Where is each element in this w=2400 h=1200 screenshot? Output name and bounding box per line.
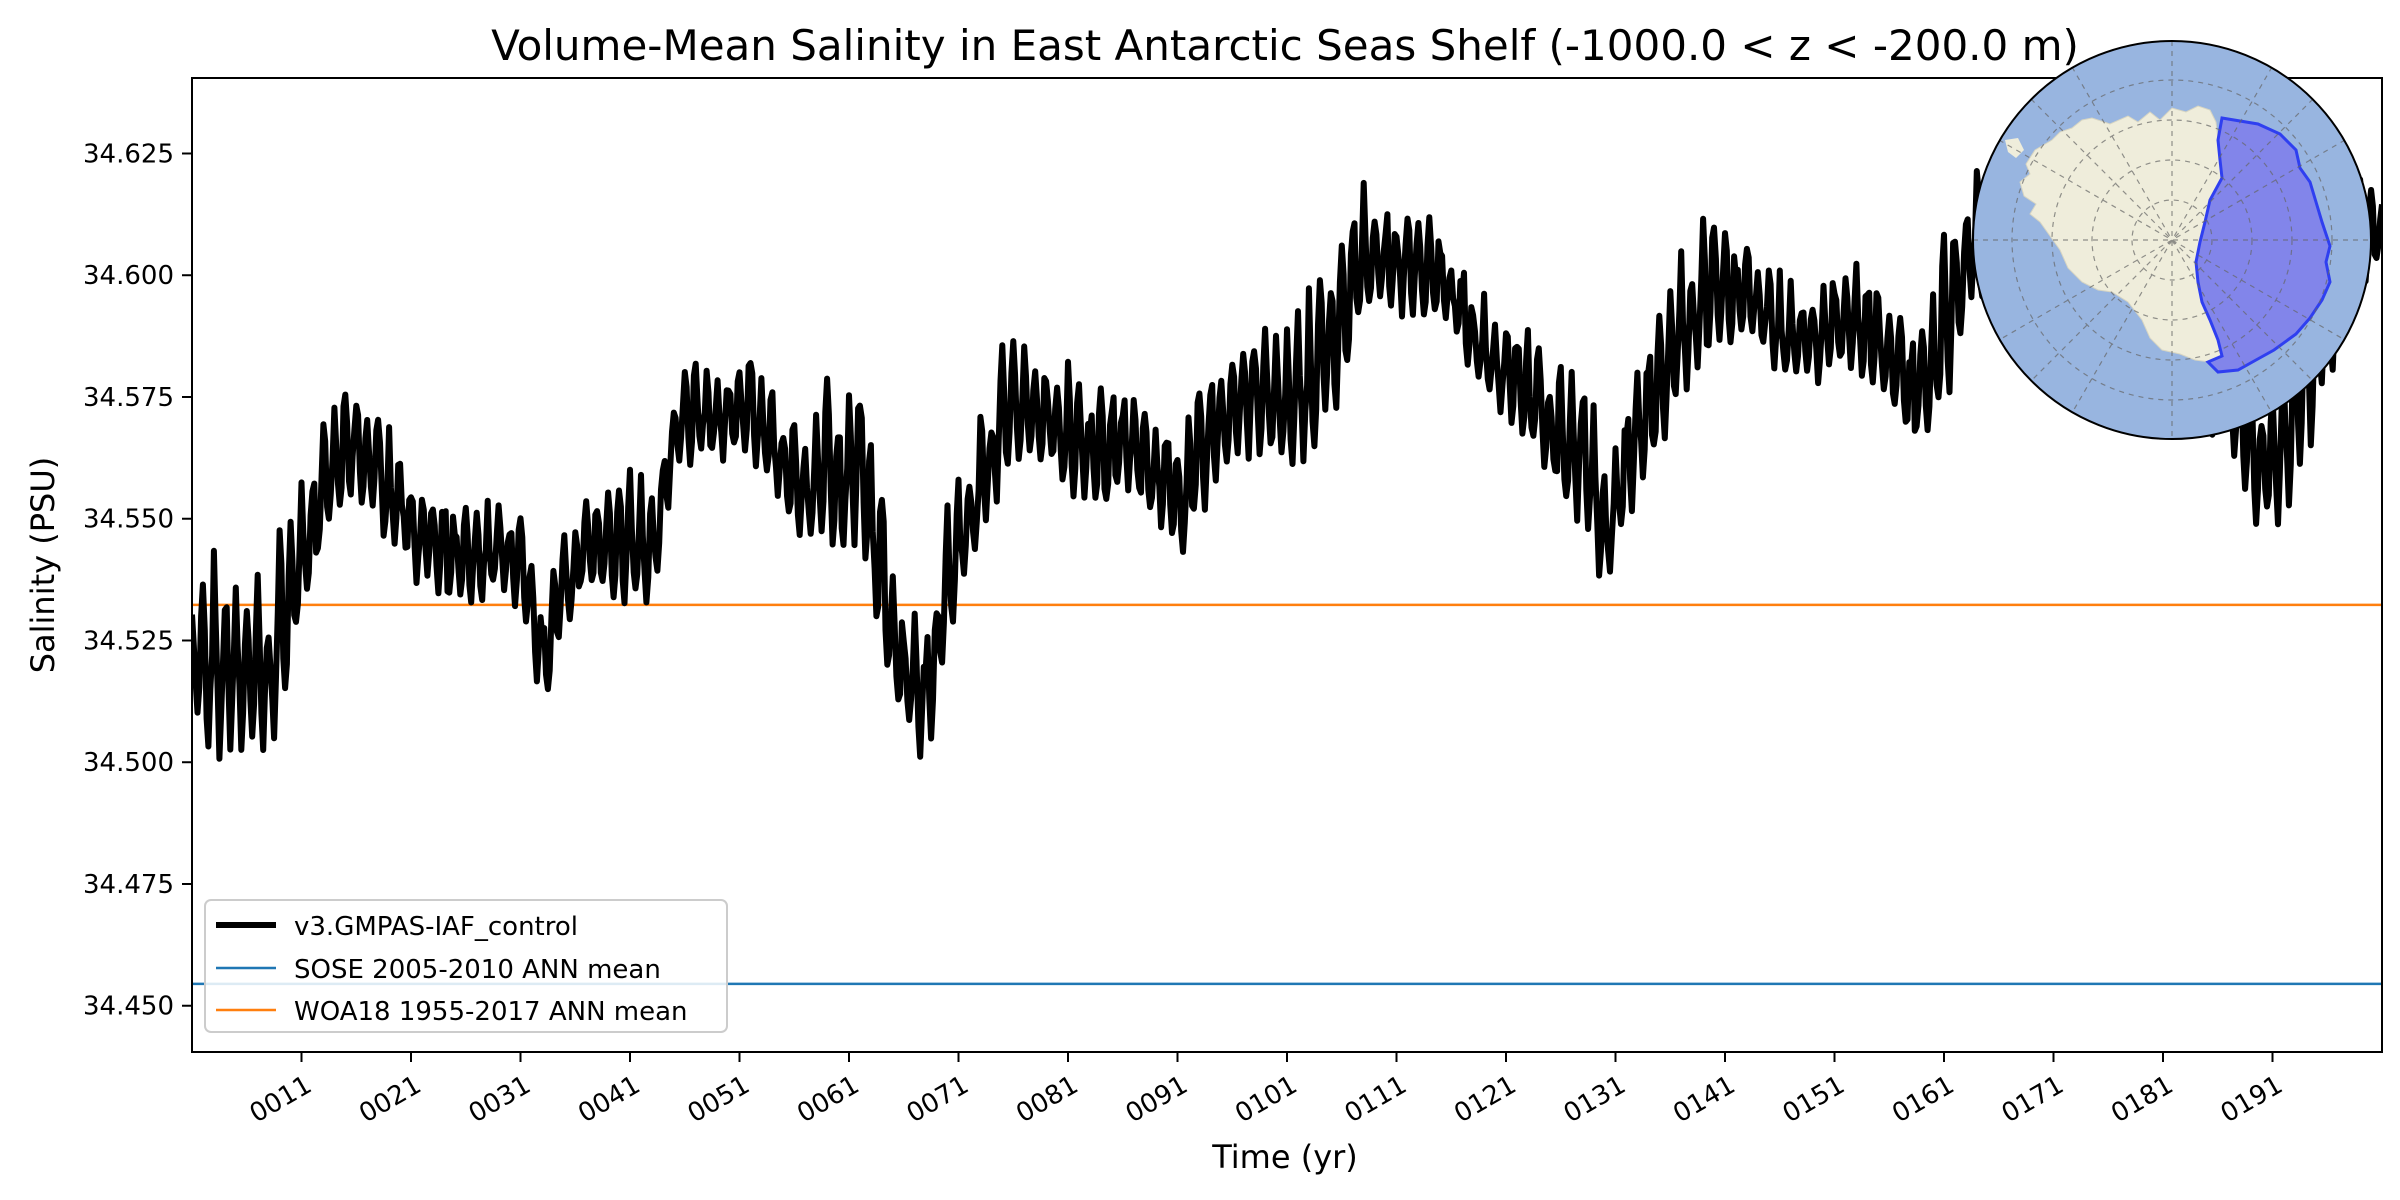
legend: v3.GMPAS-IAF_control SOSE 2005-2010 ANN … bbox=[204, 899, 728, 1033]
y-axis-ticks: 34.450 34.475 34.500 34.525 34.550 34.575 34.6… bbox=[83, 139, 192, 1022]
y-tick-label: 34.550 bbox=[83, 505, 174, 535]
y-tick-label: 34.500 bbox=[83, 748, 174, 778]
x-axis-label: Time (yr) bbox=[1211, 1138, 1358, 1176]
legend-label-woa18: WOA18 1955-2017 ANN mean bbox=[294, 997, 688, 1027]
map-contents bbox=[1973, 41, 2371, 439]
legend-box bbox=[204, 899, 728, 1033]
y-tick-label: 34.600 bbox=[83, 261, 174, 291]
inset-map bbox=[1972, 40, 2372, 440]
map-graticule bbox=[1973, 41, 2371, 439]
map-east-antarctic-shelf-region bbox=[2194, 116, 2332, 374]
legend-label-sose: SOSE 2005-2010 ANN mean bbox=[294, 955, 661, 985]
y-tick-label: 34.525 bbox=[83, 626, 174, 656]
y-tick-label: 34.575 bbox=[83, 383, 174, 413]
map-peninsula-land bbox=[2005, 138, 2024, 158]
y-tick-label: 34.475 bbox=[83, 870, 174, 900]
y-axis-label: Salinity (PSU) bbox=[24, 457, 62, 674]
chart-title: Volume-Mean Salinity in East Antarctic S… bbox=[491, 21, 2079, 70]
legend-label-model: v3.GMPAS-IAF_control bbox=[294, 912, 578, 942]
map-border bbox=[1972, 40, 2372, 440]
y-tick-label: 34.625 bbox=[83, 139, 174, 169]
y-tick-label: 34.450 bbox=[83, 992, 174, 1022]
